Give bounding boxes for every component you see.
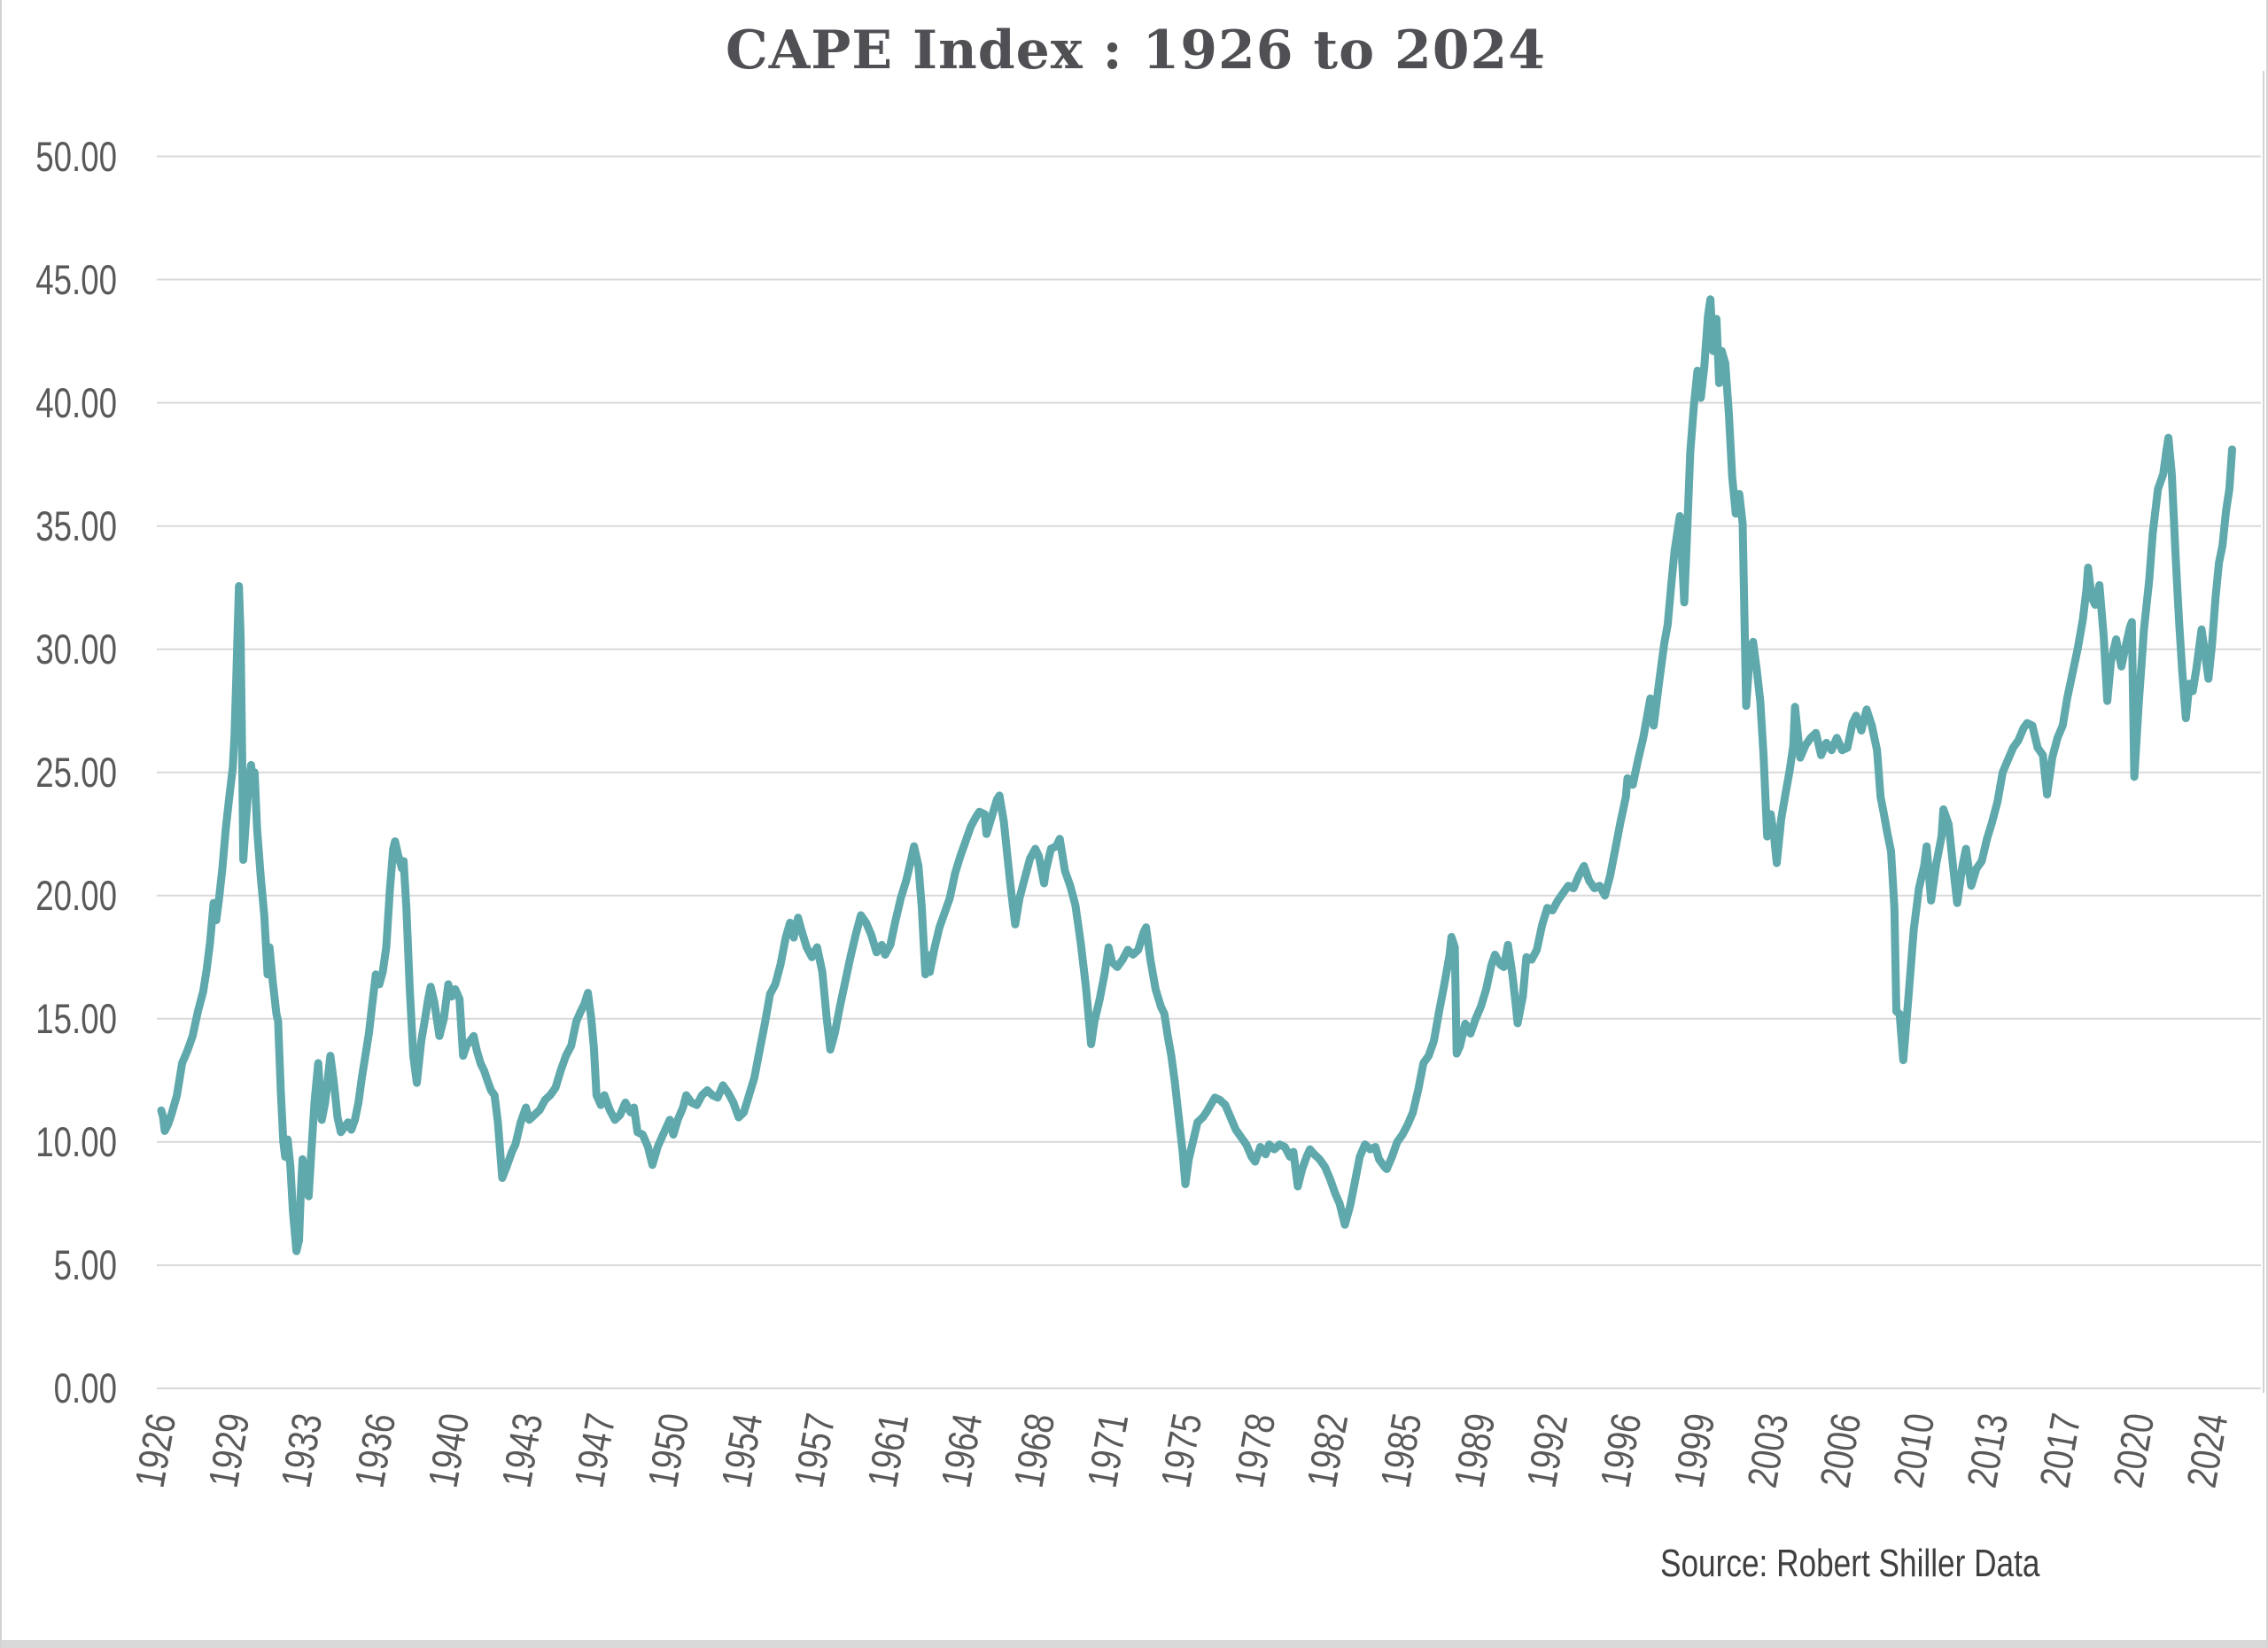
- y-axis-tick-label: 5.00: [53, 1240, 117, 1288]
- x-axis-tick-label: 1964: [931, 1410, 991, 1491]
- x-axis-tick-label: 2024: [2177, 1410, 2237, 1491]
- y-axis-tick-label: 50.00: [35, 132, 118, 180]
- y-axis-tick-label: 0.00: [53, 1364, 117, 1411]
- x-axis-tick-label: 1940: [418, 1410, 478, 1491]
- x-axis-tick-label: 1929: [198, 1410, 259, 1491]
- y-axis-tick-label: 30.00: [35, 625, 118, 672]
- x-axis-tick-label: 1975: [1151, 1410, 1211, 1491]
- x-axis-tick-label: 1943: [492, 1410, 551, 1491]
- gridlines: [157, 155, 2261, 1389]
- x-axis-tick-label: 2010: [1884, 1410, 1944, 1491]
- x-axis-tick-label: 1999: [1664, 1410, 1724, 1491]
- x-axis-tick-label: 1985: [1371, 1410, 1431, 1491]
- x-axis-tick-label: 1989: [1444, 1410, 1504, 1491]
- x-axis-tick-label: 2013: [1957, 1410, 2016, 1491]
- bottom-edge-strip: [2, 1640, 2266, 1648]
- x-axis-tick-label: 2020: [2103, 1410, 2163, 1491]
- y-axis-tick-label: 10.00: [35, 1117, 118, 1165]
- chart-title: CAPE Index : 1926 to 2024: [725, 19, 1547, 82]
- x-axis-tick-label: 1954: [711, 1410, 771, 1491]
- x-axis-tick-label: 1926: [125, 1410, 185, 1491]
- x-axis-tick-label: 1978: [1224, 1410, 1284, 1491]
- y-axis-tick-label: 15.00: [35, 994, 118, 1042]
- y-axis-tick-label: 35.00: [35, 501, 118, 549]
- y-axis-tick-label: 45.00: [35, 255, 118, 303]
- cape-line-series: [157, 295, 2236, 1255]
- x-axis-tick-label: 2003: [1737, 1410, 1797, 1491]
- y-axis-tick-label: 20.00: [35, 871, 118, 919]
- x-axis-tick-label: 1950: [638, 1410, 698, 1491]
- source-label: Source: Robert Shiller Data: [1660, 1542, 2040, 1585]
- y-axis-tick-label: 25.00: [35, 748, 118, 796]
- y-axis-tick-label: 40.00: [35, 378, 118, 426]
